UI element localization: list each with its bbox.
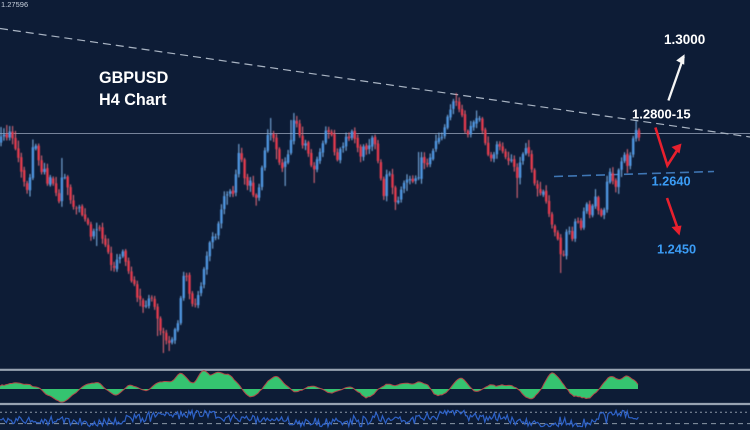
- svg-text:H4 Chart: H4 Chart: [99, 91, 167, 109]
- svg-text:1.2800-15: 1.2800-15: [632, 107, 691, 122]
- svg-text:1.27596: 1.27596: [1, 0, 28, 9]
- svg-text:1.2640: 1.2640: [652, 174, 691, 189]
- svg-text:1.3000: 1.3000: [664, 32, 705, 47]
- svg-text:GBPUSD: GBPUSD: [99, 69, 169, 87]
- svg-text:1.2450: 1.2450: [657, 242, 696, 257]
